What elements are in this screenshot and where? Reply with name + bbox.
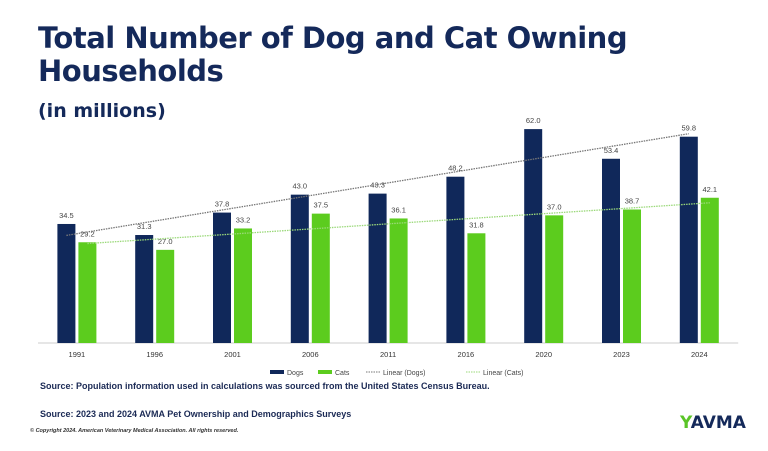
bar-cats [311, 213, 330, 343]
legend-label: Linear (Dogs) [383, 370, 425, 377]
bar-dogs [602, 158, 620, 343]
bar-cats [545, 215, 564, 343]
legend-swatch [270, 370, 284, 374]
bar-dogs [290, 194, 309, 343]
bar-dogs [679, 136, 698, 343]
data-label: 37.5 [313, 201, 328, 210]
legend-label: Cats [335, 370, 350, 377]
data-label: 37.0 [547, 202, 562, 211]
data-label: 27.0 [158, 237, 173, 246]
data-label: 31.8 [469, 220, 484, 229]
bar-dogs [524, 129, 543, 343]
x-tick-label: 2024 [691, 350, 708, 359]
bar-dogs [368, 193, 387, 343]
source-survey: Source: 2023 and 2024 AVMA Pet Ownership… [40, 409, 352, 419]
logo-mark-icon: Y [680, 413, 691, 433]
x-tick-label: 2001 [224, 350, 241, 359]
chart-title: Total Number of Dog and Cat Owning House… [38, 21, 628, 88]
bar-dogs [135, 235, 154, 343]
bar-dogs [213, 212, 231, 343]
data-label: 53.4 [604, 146, 619, 155]
legend-label: Linear (Cats) [483, 370, 523, 377]
trendline [66, 133, 689, 237]
data-label: 43.0 [292, 182, 307, 191]
bar-cats [700, 197, 719, 343]
x-tick-label: 2016 [458, 350, 475, 359]
data-label: 59.8 [681, 124, 696, 133]
data-label: 31.3 [137, 222, 152, 231]
data-label: 62.0 [526, 116, 541, 125]
legend-swatch [318, 370, 332, 374]
source-census: Source: Population information used in c… [40, 381, 490, 391]
avma-logo: YAVMA [680, 413, 746, 433]
bar-cats [467, 233, 486, 343]
data-label: 48.2 [448, 164, 463, 173]
chart-subtitle: (in millions) [38, 100, 166, 122]
legend-label: Dogs [287, 370, 304, 377]
data-label: 42.1 [702, 185, 717, 194]
bar-dogs [57, 223, 76, 343]
bar-cats [156, 249, 175, 343]
data-label: 38.7 [625, 196, 640, 205]
data-label: 34.5 [59, 211, 74, 220]
copyright: © Copyright 2024. American Veterinary Me… [30, 428, 239, 434]
x-tick-label: 2020 [535, 350, 552, 359]
x-tick-label: 1991 [69, 350, 86, 359]
bar-dogs [446, 176, 465, 343]
data-label: 37.8 [215, 200, 230, 209]
bar-cats [623, 209, 641, 343]
bar-cats [234, 228, 252, 343]
x-tick-label: 1996 [146, 350, 163, 359]
data-label: 36.1 [391, 205, 406, 214]
x-tick-label: 2023 [613, 350, 630, 359]
bar-cats [389, 218, 408, 343]
data-label: 29.2 [80, 229, 95, 238]
x-tick-label: 2006 [302, 350, 319, 359]
bar-cats [78, 242, 97, 343]
x-tick-label: 2011 [380, 350, 396, 359]
trendline [87, 202, 710, 245]
data-label: 33.2 [236, 215, 251, 224]
